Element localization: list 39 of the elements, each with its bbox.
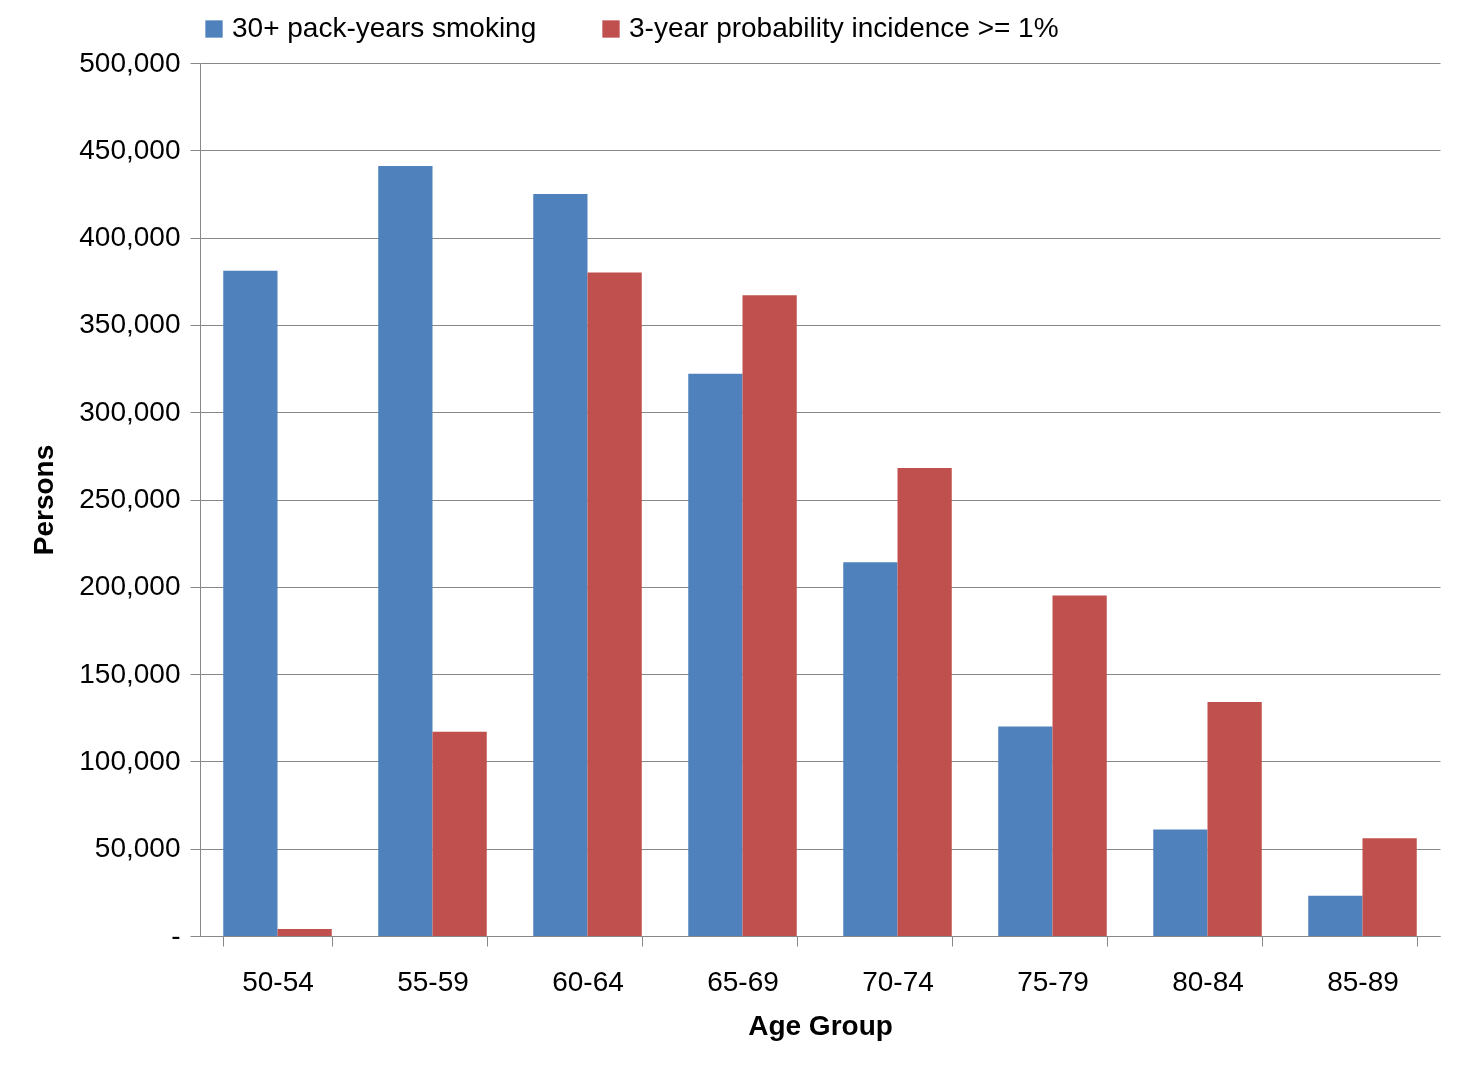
- bar: [277, 929, 332, 936]
- bar: [378, 166, 433, 936]
- bar: [998, 726, 1053, 936]
- x-tick-label: 60-64: [552, 965, 624, 997]
- x-axis-title: Age Group: [748, 1009, 893, 1041]
- y-tick-label: 250,000: [79, 483, 181, 514]
- y-tick-label: 50,000: [94, 832, 181, 864]
- x-tick-label: 85-89: [1327, 965, 1399, 997]
- bar: [688, 373, 743, 936]
- x-tick-label: 80-84: [1172, 965, 1244, 997]
- y-tick-label: 100,000: [79, 744, 181, 776]
- x-tick-label: 50-54: [242, 965, 314, 997]
- bar: [1153, 829, 1208, 936]
- y-tick-label: 200,000: [79, 570, 181, 602]
- y-tick-label: 150,000: [79, 657, 181, 689]
- y-tick-label: 500,000: [79, 46, 181, 78]
- x-tick-label: 55-59: [397, 965, 469, 997]
- bar: [1308, 895, 1363, 936]
- y-tick-label: 450,000: [79, 133, 181, 165]
- y-tick-label: 400,000: [79, 221, 181, 253]
- y-axis-title: Persons: [28, 444, 60, 556]
- y-tick-label: 350,000: [79, 308, 181, 340]
- bar: [432, 731, 487, 936]
- bar: [1052, 595, 1107, 936]
- bar: [742, 295, 797, 936]
- bar: [897, 468, 952, 936]
- bar: [1362, 838, 1417, 936]
- legend-label: 3-year probability incidence >= 1%: [629, 12, 1059, 43]
- x-tick-label: 75-79: [1017, 965, 1089, 997]
- x-tick-label: 65-69: [707, 965, 779, 997]
- bar: [587, 272, 642, 936]
- bar: [223, 270, 278, 936]
- x-tick-label: 70-74: [862, 965, 934, 997]
- bar: [1207, 702, 1262, 936]
- y-tick-label: -: [171, 919, 181, 951]
- bar: [533, 193, 588, 936]
- legend-label: 30+ pack-years smoking: [232, 12, 537, 43]
- bar: [843, 562, 898, 936]
- y-tick-label: 300,000: [79, 395, 181, 427]
